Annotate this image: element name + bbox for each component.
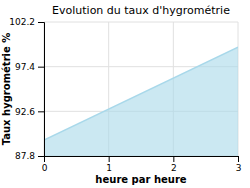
line (44, 47, 238, 140)
tick-mark (38, 22, 44, 23)
tick-label: 2 (171, 163, 177, 173)
axis-line (38, 23, 45, 157)
x-axis-title: heure par heure (95, 174, 186, 185)
tick-label: 97.4 (15, 62, 35, 72)
plot: 0 1 2 3 87.8 92.6 97.4 102.2 (9, 17, 241, 173)
tick-label: 3 (236, 163, 242, 173)
chart: 0 1 2 3 87.8 92.6 97.4 102.2 Evolution du taux d… (0, 0, 250, 188)
tick-mark (38, 111, 44, 112)
tick: 0 (42, 156, 48, 173)
tick-mark (109, 156, 110, 162)
title: Evolution du taux d'hygrométrie (52, 4, 230, 17)
tick: 3 (236, 156, 242, 173)
tick-label: 92.6 (15, 107, 35, 117)
tick-label: 0 (42, 163, 48, 173)
tick-label: 1 (106, 163, 112, 173)
tick: 2 (171, 156, 177, 173)
tick-label: 87.8 (15, 151, 35, 161)
y-axis-title: Taux hygrométrie % (1, 33, 12, 146)
tick: 1 (106, 156, 112, 173)
grid (44, 22, 238, 156)
y-axis: 87.8 92.6 97.4 102.2 (9, 17, 44, 161)
tick-mark (173, 156, 174, 162)
tick-mark (238, 156, 239, 162)
tick: 87.8 (15, 151, 44, 161)
area (44, 47, 238, 156)
grid-line (44, 22, 238, 23)
axis-line (45, 157, 239, 163)
x-axis: 0 1 2 3 (42, 156, 242, 173)
marks (44, 47, 238, 156)
tick-label: 102.2 (9, 17, 35, 27)
tick-mark (38, 67, 44, 68)
tick: 92.6 (15, 107, 44, 117)
tick: 97.4 (15, 62, 44, 72)
tick-mark (38, 156, 44, 157)
tick: 102.2 (9, 17, 44, 27)
